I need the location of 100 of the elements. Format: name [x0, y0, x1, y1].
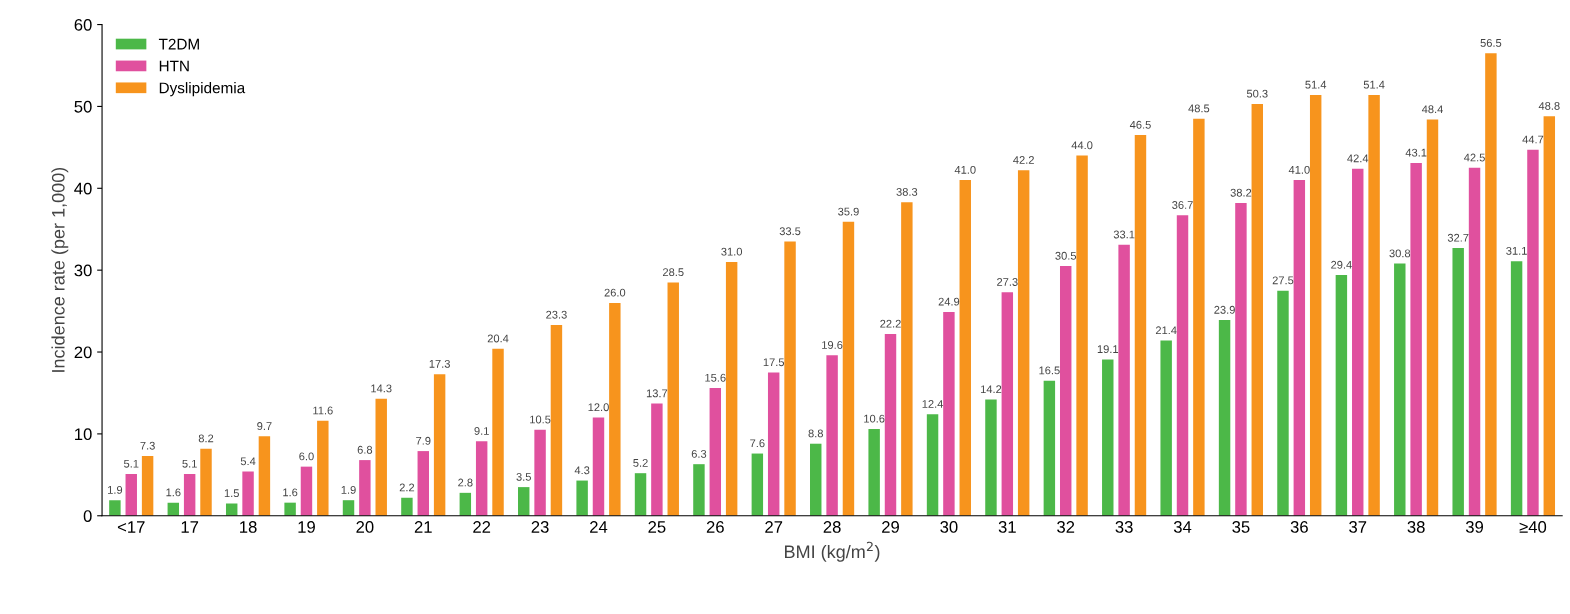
- bar: [609, 302, 621, 516]
- y-tick-label: 50: [74, 100, 92, 113]
- x-tick-label: 20: [356, 521, 374, 533]
- bar: [1160, 340, 1172, 516]
- bar: [784, 241, 796, 516]
- bar: [751, 453, 764, 516]
- bar: [1452, 248, 1464, 516]
- bar: [401, 497, 413, 516]
- data-label: 1.9: [341, 485, 356, 494]
- y-tick-label: 0: [83, 510, 92, 522]
- bar: [1468, 167, 1481, 516]
- bar: [709, 388, 722, 516]
- bar: [550, 325, 563, 516]
- x-tick-label: <17: [117, 521, 145, 533]
- data-label: 22.2: [880, 319, 901, 328]
- bar: [200, 448, 212, 516]
- x-tick-label: 28: [823, 521, 841, 533]
- data-label: 5.1: [182, 459, 197, 468]
- data-label: 46.5: [1129, 120, 1151, 129]
- y-tick-label: 40: [74, 182, 92, 195]
- bar: [1485, 53, 1497, 516]
- bar: [1059, 266, 1072, 516]
- data-label: 44.0: [1071, 141, 1093, 150]
- bar: [141, 456, 154, 516]
- x-tick-label: 38: [1407, 521, 1425, 533]
- bar: [300, 466, 313, 516]
- data-label: 15.6: [705, 373, 726, 382]
- bar: [693, 464, 705, 516]
- bar: [1118, 244, 1130, 516]
- data-label: 13.7: [646, 389, 668, 398]
- x-tick-label: 36: [1290, 521, 1308, 533]
- data-label: 41.0: [1288, 165, 1310, 174]
- data-label: 31.1: [1506, 246, 1527, 255]
- data-label: 48.5: [1188, 104, 1210, 113]
- bar: [1510, 261, 1523, 516]
- data-label: 8.2: [198, 434, 214, 443]
- bar: [1293, 180, 1306, 516]
- data-label: 5.1: [123, 459, 139, 468]
- data-label: 6.8: [357, 445, 373, 454]
- bar: [459, 492, 472, 516]
- data-label: 7.6: [750, 439, 765, 448]
- data-label: 42.4: [1347, 154, 1369, 163]
- bar: [417, 451, 429, 516]
- data-label: 11.6: [313, 406, 333, 415]
- data-label: 19.1: [1097, 345, 1119, 354]
- bar: [125, 474, 137, 516]
- data-label: 38.3: [896, 187, 918, 196]
- bar: [767, 372, 780, 516]
- bar: [1017, 170, 1030, 516]
- bar: [901, 202, 913, 516]
- bar: [109, 500, 121, 516]
- data-label: 33.5: [779, 227, 801, 236]
- data-label: 5.4: [240, 457, 256, 466]
- bar: [1001, 292, 1014, 516]
- x-tick-label: 17: [181, 521, 199, 533]
- data-label: 14.3: [371, 384, 392, 393]
- bar: [1102, 359, 1114, 516]
- legend-label: HTN: [159, 60, 189, 72]
- bar: [1218, 320, 1231, 516]
- bar: [884, 334, 897, 516]
- data-label: 19.6: [822, 341, 843, 349]
- bar: [1277, 290, 1289, 516]
- bar: [842, 221, 855, 516]
- x-tick-label: 39: [1465, 521, 1484, 533]
- data-label: 43.1: [1405, 148, 1427, 157]
- bar: [475, 441, 488, 516]
- x-tick-label: 31: [998, 521, 1016, 533]
- bar: [1527, 149, 1539, 516]
- bar: [725, 261, 738, 516]
- data-label: 1.6: [283, 488, 298, 497]
- data-label: 2.2: [399, 483, 415, 492]
- data-label: 17.5: [763, 358, 785, 367]
- x-tick-label: 35: [1232, 521, 1250, 533]
- bar: [1543, 116, 1556, 516]
- bar: [1352, 168, 1364, 516]
- data-label: 50.3: [1246, 89, 1268, 98]
- bar: [317, 420, 329, 516]
- data-label: 9.7: [257, 422, 272, 430]
- bar: [1235, 203, 1247, 516]
- data-label: 2.8: [458, 478, 473, 487]
- bar: [810, 443, 822, 516]
- data-label: 21.4: [1155, 326, 1177, 335]
- bar: [359, 460, 371, 516]
- data-label: 27.5: [1272, 276, 1294, 285]
- data-label: 17.3: [429, 359, 450, 368]
- data-label: 48.4: [1421, 105, 1443, 114]
- bar: [1368, 94, 1380, 516]
- data-label: 9.1: [474, 427, 489, 435]
- bar: [634, 473, 647, 516]
- bar: [1335, 275, 1348, 516]
- data-label: 16.5: [1039, 366, 1060, 375]
- data-label: 1.5: [224, 489, 239, 498]
- bar: [1176, 215, 1189, 516]
- legend-label: T2DM: [158, 38, 199, 50]
- legend-label: Dyslipidemia: [159, 82, 246, 97]
- bar: [1410, 162, 1422, 516]
- bar: [959, 180, 971, 516]
- bar: [1193, 118, 1205, 516]
- data-label: 6.0: [299, 452, 314, 461]
- y-tick-label: 20: [74, 346, 92, 359]
